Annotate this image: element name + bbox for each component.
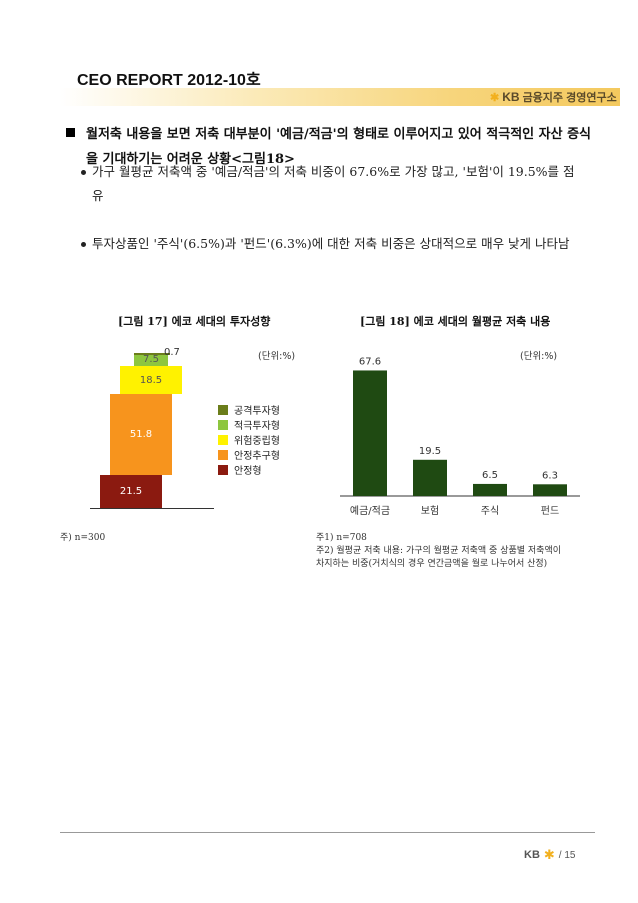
bullet-text: 투자상품인 '주식'(6.5%)과 '펀드'(6.3%)에 대한 저축 비중은 … bbox=[92, 236, 570, 251]
brand-star-icon: ✱ bbox=[490, 91, 500, 104]
figure-18-notes: 주1) n=708 주2) 월평균 저축 내용: 가구의 월평균 저축액 중 상… bbox=[316, 532, 561, 571]
legend-label: 안정추구형 bbox=[234, 451, 280, 462]
x-tick-label: 주식 bbox=[481, 505, 499, 517]
legend-item: 안정추구형 bbox=[218, 447, 280, 462]
bar-segment-label: 0.7 bbox=[164, 347, 180, 358]
figure-17-unit: (단위:%) bbox=[258, 351, 296, 362]
figure-17-note: 주) n=300 bbox=[60, 533, 106, 543]
bullet-item: 가구 월평균 저축액 중 '예금/적금'의 저축 비중이 67.6%로 가장 많… bbox=[81, 160, 586, 208]
bar bbox=[533, 484, 567, 496]
legend-item: 공격투자형 bbox=[218, 402, 280, 417]
bar-segment-2: 51.8 bbox=[110, 394, 172, 475]
legend-label: 위험중립형 bbox=[234, 436, 280, 447]
bullet-item: 투자상품인 '주식'(6.5%)과 '펀드'(6.3%)에 대한 저축 비중은 … bbox=[81, 232, 586, 256]
bar-segment-1: 21.5 bbox=[100, 474, 162, 508]
legend-swatch bbox=[218, 449, 228, 460]
page-footer: KB ✱ / 15 bbox=[524, 847, 575, 863]
legend-swatch bbox=[218, 404, 228, 415]
bullet-text: 가구 월평균 저축액 중 '예금/적금'의 저축 비중이 67.6%로 가장 많… bbox=[92, 164, 575, 203]
legend-label: 안정형 bbox=[234, 466, 262, 477]
footer-star-icon: ✱ bbox=[543, 847, 555, 862]
bar bbox=[473, 483, 507, 496]
bar-value-label: 19.5 bbox=[419, 446, 441, 457]
footer-brand: KB bbox=[524, 849, 540, 861]
figure-17-chart: 21.5 51.8 18.5 7.5 0.7 bbox=[60, 340, 320, 520]
report-title: CEO REPORT 2012-10호 bbox=[77, 72, 261, 89]
bullet-dot-icon bbox=[81, 170, 86, 175]
x-tick-label: 예금/적금 bbox=[350, 505, 390, 517]
footer-divider bbox=[60, 832, 595, 833]
legend-item: 적극투자형 bbox=[218, 417, 280, 432]
bar-segment-5 bbox=[134, 353, 170, 355]
figure-18-title: [그림 18] 에코 세대의 월평균 저축 내용 bbox=[360, 315, 551, 328]
x-tick-label: 펀드 bbox=[541, 505, 559, 517]
figure-17-baseline bbox=[90, 508, 214, 509]
legend-swatch bbox=[218, 419, 228, 430]
bar-segment-4: 7.5 bbox=[134, 354, 168, 366]
bullet-dot-icon bbox=[81, 242, 86, 247]
figure-18-note-line: 주2) 월평균 저축 내용: 가구의 월평균 저축액 중 상품별 저축액이 bbox=[316, 546, 562, 556]
lead-paragraph: 월저축 내용을 보면 저축 대부분이 '예금/적금'의 형태로 이루어지고 있어… bbox=[86, 127, 592, 167]
bar bbox=[413, 459, 447, 496]
figure-18-note-line: 차지하는 비중(거치식의 경우 연간금액을 월로 나누어서 산정) bbox=[316, 559, 548, 569]
header-bar bbox=[60, 88, 620, 106]
bar-value-label: 6.5 bbox=[482, 470, 498, 481]
bar-value-label: 67.6 bbox=[359, 356, 381, 367]
brand-mark: KB bbox=[502, 90, 520, 104]
brand-text: 금융지주 경영연구소 bbox=[522, 92, 617, 104]
figure-18-unit: (단위:%) bbox=[520, 351, 558, 362]
x-tick-label: 보험 bbox=[421, 505, 439, 517]
figure-18-note-line: 주1) n=708 bbox=[316, 533, 367, 543]
figure-18-chart: 67.6 예금/적금 19.5 보험 6.5 주식 6.3 펀드 bbox=[340, 356, 580, 517]
brand-logo: ✱ KB 금융지주 경영연구소 bbox=[490, 89, 617, 105]
legend-item: 위험중립형 bbox=[218, 432, 280, 447]
square-bullet-icon bbox=[66, 128, 75, 137]
bar-value-label: 6.3 bbox=[542, 470, 558, 481]
legend-label: 적극투자형 bbox=[234, 421, 280, 432]
figure-17-title: [그림 17] 에코 세대의 투자성향 bbox=[118, 315, 271, 328]
legend-swatch bbox=[218, 464, 228, 475]
bar bbox=[353, 370, 387, 496]
legend-swatch bbox=[218, 434, 228, 445]
page-number: / 15 bbox=[558, 849, 576, 861]
bar-segment-3: 18.5 bbox=[120, 365, 182, 395]
legend-label: 공격투자형 bbox=[234, 406, 280, 417]
legend-item: 안정형 bbox=[218, 462, 280, 477]
